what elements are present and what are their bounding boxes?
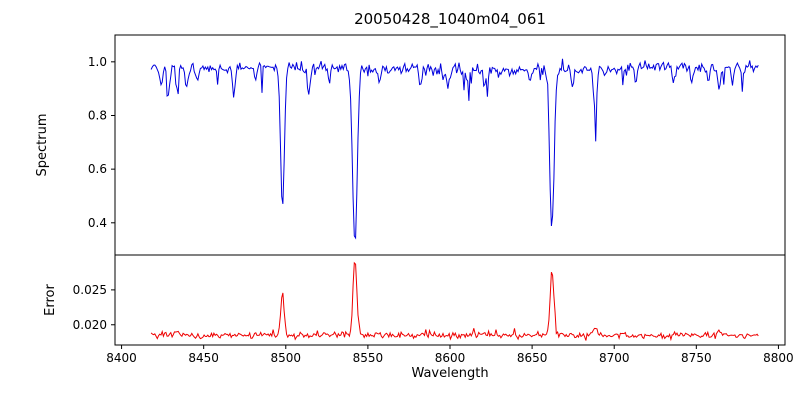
x-tick-label: 8700 [599, 351, 630, 365]
spectrum-y-tick-label: 0.4 [88, 216, 107, 230]
panel-frames [114, 34, 786, 346]
x-tick-label: 8400 [106, 351, 137, 365]
error-y-tick-label: 0.020 [73, 318, 107, 332]
spectrum-panel-frame [114, 34, 786, 256]
chart-title: 20050428_1040m04_061 [354, 10, 546, 29]
x-tick-label: 8550 [353, 351, 384, 365]
x-tick-label: 8800 [763, 351, 794, 365]
error-line [150, 261, 759, 342]
spectrum-y-tick-label: 0.8 [88, 108, 107, 122]
error-panel-frame [114, 254, 786, 346]
spectrum-y-axis-label: Spectrum [35, 114, 50, 177]
spectrum-line [150, 58, 759, 240]
series-layer [150, 58, 759, 342]
x-tick-label: 8600 [435, 351, 466, 365]
x-axis-label: Wavelength [411, 366, 488, 381]
x-tick-label: 8650 [517, 351, 548, 365]
x-tick-label: 8450 [188, 351, 219, 365]
x-tick-label: 8500 [271, 351, 302, 365]
error-y-tick-label: 0.025 [73, 283, 107, 297]
x-tick-label: 8750 [681, 351, 712, 365]
error-y-axis-label: Error [43, 284, 58, 316]
spectrum-y-tick-label: 0.6 [88, 162, 107, 176]
spectrum-y-tick-label: 1.0 [88, 55, 107, 69]
axes-ticks: 8400 8450 8500 8550 8600 8650 8700 8750 8800 0.4 0… [73, 55, 794, 365]
